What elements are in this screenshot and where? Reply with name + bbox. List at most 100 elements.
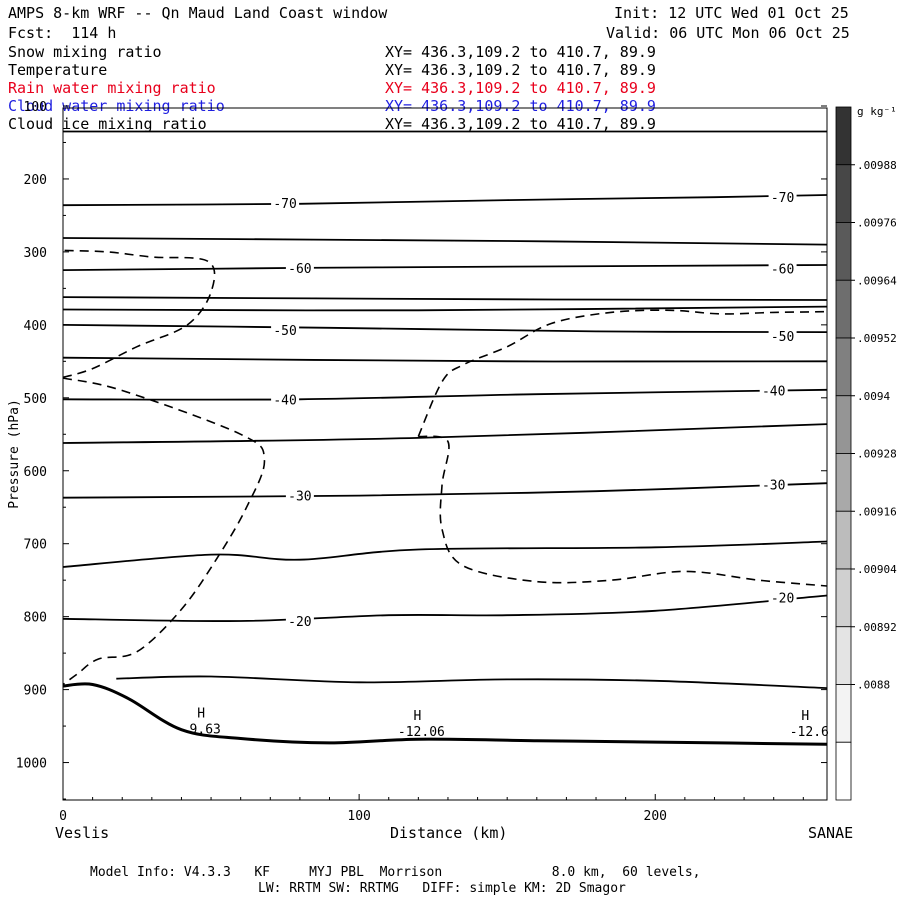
legend-field-name: Snow mixing ratio	[8, 43, 162, 61]
colorbar-swatch	[835, 279, 852, 339]
left-endpoint-label: Veslis	[55, 824, 110, 842]
contour-label: -70	[273, 197, 296, 212]
colorbar-tick-label: .0094	[857, 390, 890, 403]
high-marker: H	[197, 707, 205, 722]
contour-label: -30	[288, 490, 311, 505]
x-axis-label: Distance (km)	[390, 824, 508, 842]
temperature-contour	[63, 423, 827, 444]
temperature-contour	[63, 482, 827, 499]
plot-area	[63, 130, 827, 746]
contour-label: -50	[273, 324, 296, 339]
colorbar-tick-label: .0088	[857, 679, 890, 692]
temperature-contour	[63, 540, 827, 568]
forecast-hour: Fcst: 114 h	[8, 24, 117, 42]
contour-label-bg	[271, 196, 300, 210]
contour-label-bg	[768, 261, 797, 275]
x-tick-label: 100	[347, 809, 370, 824]
contour-label-bg	[768, 328, 797, 342]
colorbar-tick-label: .00976	[857, 217, 897, 230]
colorbar-units: g kg⁻¹	[857, 105, 897, 118]
contour-label: -60	[771, 263, 794, 278]
contour-label-bg	[768, 590, 797, 604]
colorbar-swatch	[835, 337, 852, 397]
colorbar-tick-label: .00916	[857, 505, 897, 518]
colorbar-tick-label: .00892	[857, 621, 897, 634]
temperature-contour	[63, 388, 827, 401]
high-value: 9.63	[190, 723, 221, 738]
y-tick-label: 700	[24, 538, 47, 553]
contour-label-bg	[285, 614, 314, 628]
x-tick-label: 200	[644, 809, 667, 824]
colorbar-swatch	[835, 684, 852, 743]
contour-label: -20	[771, 592, 794, 607]
temperature-contour	[63, 594, 827, 622]
snow-mixing-contour	[63, 377, 266, 686]
contour-label: -20	[288, 615, 311, 630]
x-tick-label: 0	[59, 809, 67, 824]
legend-field-name: Temperature	[8, 61, 108, 79]
temperature-contour	[63, 324, 827, 333]
colorbar-tick-label: .00952	[857, 332, 897, 345]
legend-field-name: Rain water mixing ratio	[8, 79, 216, 97]
colorbar-tick-label: .00988	[857, 159, 897, 172]
contour-label-bg	[759, 383, 788, 397]
plot-frame	[62, 107, 828, 801]
model-info-line2: LW: RRTM SW: RRTMG DIFF: simple KM: 2D S…	[258, 881, 626, 896]
y-tick-label: 500	[24, 392, 47, 407]
contour-label-bg	[271, 322, 300, 336]
valid-time: Valid: 06 UTC Mon 06 Oct 25	[606, 24, 850, 42]
contour-label: -60	[288, 262, 311, 277]
high-value: -12.06	[398, 725, 445, 740]
y-tick-label: 100	[24, 100, 47, 115]
temperature-contour	[63, 194, 827, 207]
legend-field-xy: XY= 436.3,109.2 to 410.7, 89.9	[385, 97, 656, 115]
y-tick-label: 200	[24, 173, 47, 188]
colorbar-swatch	[835, 222, 852, 281]
colorbar-swatch	[835, 395, 852, 454]
colorbar-swatch	[835, 510, 852, 570]
temperature-contour	[63, 264, 827, 271]
high-marker: H	[801, 709, 809, 724]
legend-field-xy: XY= 436.3,109.2 to 410.7, 89.9	[385, 61, 656, 79]
legend-field-xy: XY= 436.3,109.2 to 410.7, 89.9	[385, 43, 656, 61]
colorbar-swatch	[835, 164, 852, 223]
init-time: Init: 12 UTC Wed 01 Oct 25	[614, 4, 849, 22]
temperature-contour	[63, 356, 827, 363]
contour-label: -50	[771, 330, 794, 345]
colorbar-swatch	[835, 453, 852, 512]
legend-field-name: Cloud water mixing ratio	[8, 97, 225, 115]
surface-line	[63, 682, 827, 746]
contour-label-bg	[285, 260, 314, 274]
y-tick-label: 400	[24, 319, 47, 334]
contour-label: -40	[762, 385, 785, 400]
colorbar-tick-label: .00928	[857, 448, 897, 461]
y-tick-label: 800	[24, 611, 47, 626]
legend-field-xy: XY= 436.3,109.2 to 410.7, 89.9	[385, 79, 656, 97]
temperature-contour	[63, 305, 827, 312]
snow-mixing-contour	[418, 435, 827, 587]
legend-field-name: Cloud ice mixing ratio	[8, 115, 207, 133]
high-marker: H	[413, 709, 421, 724]
legend-field-xy: XY= 436.3,109.2 to 410.7, 89.9	[385, 115, 656, 133]
y-tick-label: 600	[24, 465, 47, 480]
contour-label-bg	[768, 190, 797, 204]
contour-label: -30	[762, 479, 785, 494]
contour-label-bg	[271, 392, 300, 406]
right-endpoint-label: SANAE	[808, 824, 854, 842]
colorbar-swatch	[835, 626, 852, 685]
colorbar-swatch	[835, 741, 852, 801]
colorbar-tick-label: .00904	[857, 563, 897, 576]
chart-title: AMPS 8-km WRF -- Qn Maud Land Coast wind…	[8, 4, 388, 22]
snow-mixing-contour	[417, 309, 827, 437]
high-value: -12.6	[790, 725, 829, 740]
model-info-line1: Model Info: V4.3.3 KF MYJ PBL Morrison 8…	[90, 865, 701, 880]
y-tick-label: 1000	[16, 757, 47, 772]
y-axis-label: Pressure (hPa)	[7, 399, 22, 509]
y-tick-label: 900	[24, 684, 47, 699]
y-tick-label: 300	[24, 246, 47, 261]
contour-label: -40	[273, 393, 296, 408]
colorbar-swatch	[835, 106, 852, 166]
temperature-contour	[63, 296, 827, 301]
temperature-contour	[63, 237, 827, 246]
